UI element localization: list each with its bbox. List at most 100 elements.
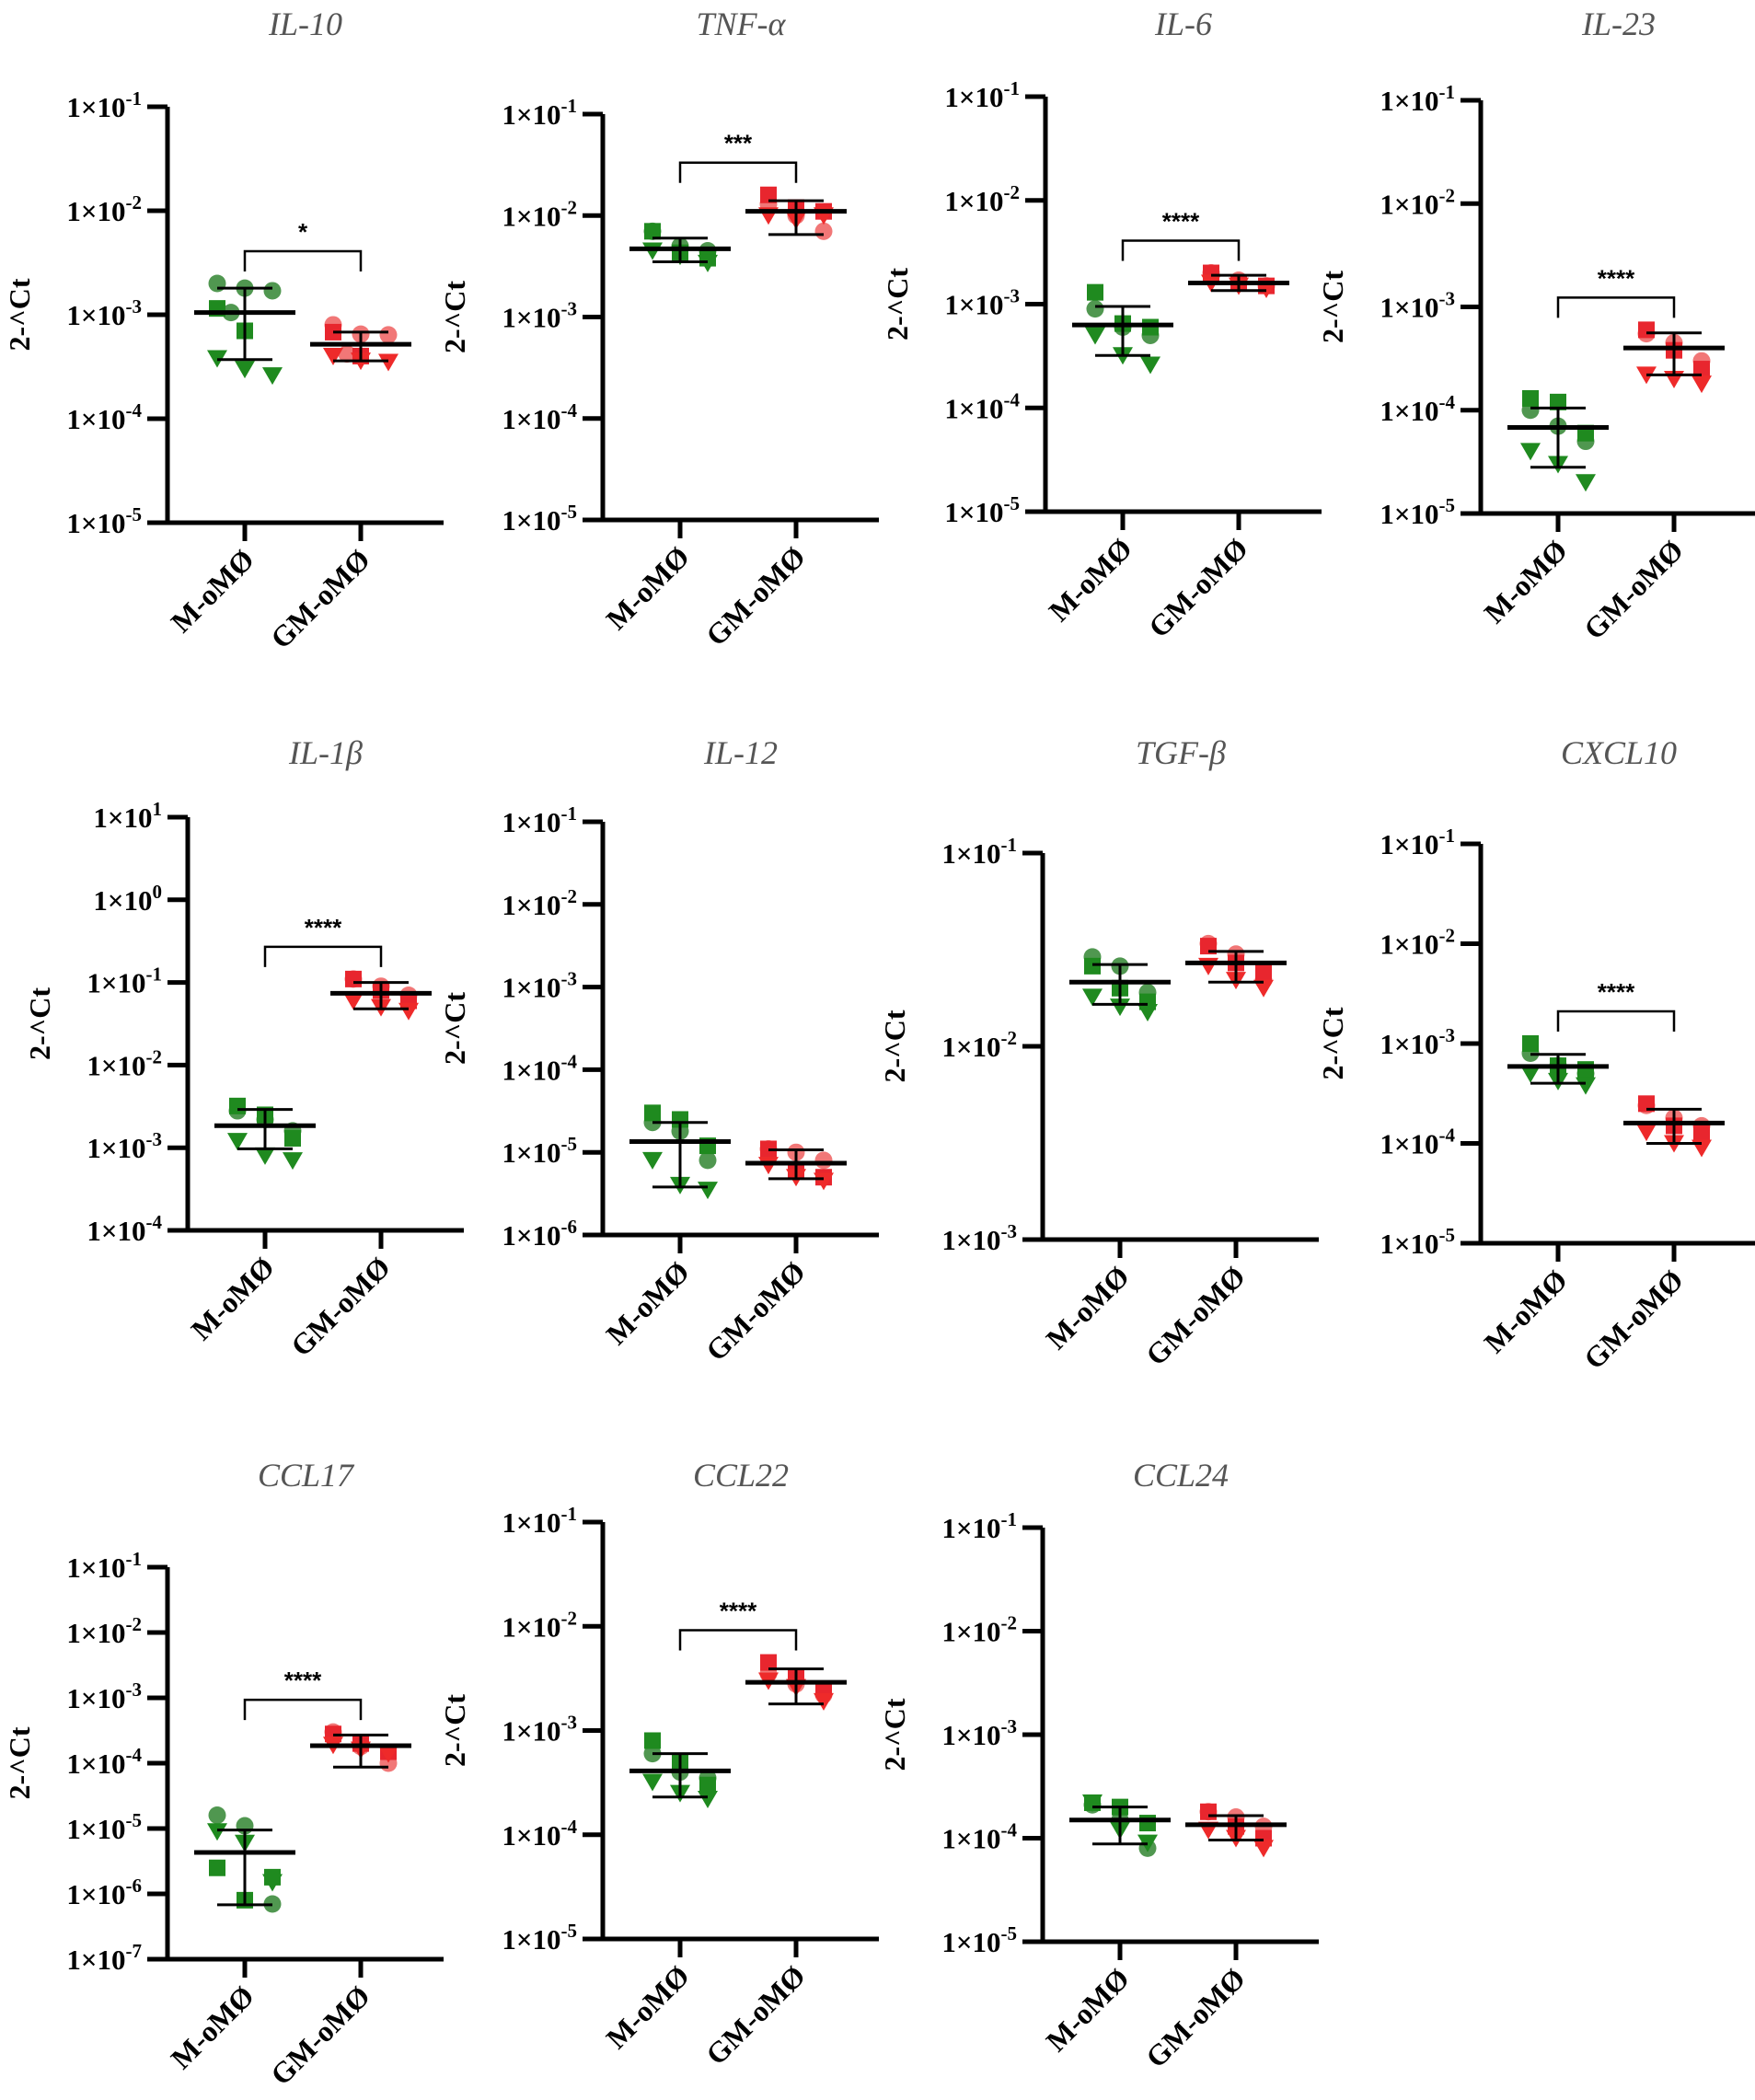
data-point-square — [760, 1654, 777, 1671]
tick-exponent: -3 — [561, 298, 578, 320]
tick-exponent: -5 — [561, 1133, 578, 1155]
tick-base: 1×10 — [944, 289, 1003, 321]
tick-base: 1×10 — [87, 967, 145, 999]
data-point-square — [644, 1732, 661, 1749]
panel-IL-12: IL-121×10-11×10-21×10-31×10-41×10-51×10-… — [438, 734, 879, 1367]
tick-base: 1×10 — [502, 889, 560, 921]
tick-base: 1×10 — [502, 1923, 560, 1956]
x-tick-label: GM-oMØ — [1577, 1263, 1690, 1375]
x-tick-label: GM-oMØ — [264, 1979, 376, 2091]
tick-base: 1×10 — [66, 1878, 125, 1910]
data-point-circle — [379, 326, 398, 344]
tick-base: 1×10 — [66, 507, 125, 539]
tick-exponent: -2 — [126, 1613, 143, 1635]
tick-exponent: -3 — [146, 1128, 163, 1150]
data-point-triangle — [698, 1790, 718, 1808]
tick-base: 1×10 — [944, 81, 1003, 113]
tick-base: 1×10 — [944, 185, 1003, 217]
tick-exponent: -1 — [1439, 825, 1456, 847]
y-axis-label: 2-^Ct — [3, 278, 36, 351]
data-point-triangle — [343, 992, 364, 1010]
tick-base: 1×10 — [941, 1512, 1000, 1544]
data-point-triangle — [1253, 1840, 1274, 1858]
group-GM-oMØ — [1623, 321, 1725, 394]
x-tick-label: M-oMØ — [1477, 533, 1574, 629]
y-tick-label: 1×10-6 — [66, 1875, 142, 1910]
x-tick-label: M-oMØ — [1039, 1259, 1136, 1356]
y-tick-label: 1×10-3 — [941, 1220, 1017, 1256]
tick-exponent: -2 — [146, 1045, 163, 1067]
data-point-circle — [1086, 300, 1104, 318]
tick-base: 1×10 — [66, 1617, 125, 1649]
y-axis-label: 2-^Ct — [881, 268, 914, 340]
data-point-triangle — [642, 1773, 663, 1792]
data-point-square — [1693, 361, 1710, 378]
tick-base: 1×10 — [1380, 498, 1438, 530]
y-tick-label: 1×10-4 — [941, 1819, 1017, 1855]
tick-exponent: -1 — [1001, 834, 1018, 856]
y-tick-label: 1×10-4 — [502, 1050, 577, 1086]
y-tick-label: 1×10-3 — [66, 1679, 142, 1714]
tick-base: 1×10 — [941, 1616, 1000, 1648]
x-tick-label: GM-oMØ — [1577, 533, 1690, 645]
y-tick-label: 1×10-4 — [87, 1211, 162, 1247]
data-point-triangle — [1691, 375, 1712, 394]
panel-CCL24: CCL241×10-11×10-21×10-31×10-41×10-52-^Ct… — [878, 1457, 1319, 2074]
tick-exponent: -5 — [1439, 1224, 1456, 1246]
tick-base: 1×10 — [944, 392, 1003, 424]
tick-base: 1×10 — [502, 1506, 560, 1539]
group-GM-oMØ — [745, 1654, 847, 1711]
data-point-circle — [338, 345, 356, 363]
tick-exponent: -4 — [126, 1744, 143, 1766]
y-tick-label: 1×10-3 — [66, 295, 142, 331]
group-GM-oMØ — [310, 316, 411, 372]
tick-base: 1×10 — [93, 884, 152, 917]
data-point-triangle — [262, 1874, 283, 1892]
data-point-triangle — [814, 1172, 834, 1191]
x-tick-label: M-oMØ — [599, 1254, 696, 1351]
y-tick-label: 1×10-1 — [941, 1508, 1017, 1544]
tick-exponent: -3 — [1439, 288, 1456, 310]
tick-base: 1×10 — [502, 200, 560, 232]
significance-bracket — [243, 249, 363, 271]
tick-base: 1×10 — [502, 403, 560, 435]
tick-base: 1×10 — [941, 1031, 1000, 1063]
tick-exponent: -2 — [126, 191, 143, 213]
x-tick-label: GM-oMØ — [699, 1254, 812, 1367]
tick-base: 1×10 — [1380, 188, 1438, 220]
y-axis-label: 2-^Ct — [438, 1694, 471, 1767]
tick-exponent: -5 — [561, 501, 578, 523]
x-tick-label: M-oMØ — [599, 539, 696, 636]
panel-IL-23: IL-231×10-11×10-21×10-31×10-41×10-52-^Ct… — [1316, 6, 1755, 646]
tick-base: 1×10 — [66, 403, 125, 435]
y-tick-label: 1×10-1 — [87, 963, 162, 999]
tick-exponent: -2 — [1004, 181, 1021, 203]
tick-base: 1×10 — [502, 98, 560, 131]
tick-exponent: -7 — [126, 1940, 143, 1962]
x-tick-label: M-oMØ — [164, 542, 260, 639]
tick-base: 1×10 — [502, 1819, 560, 1852]
y-tick-label: 1×10-5 — [1380, 494, 1455, 530]
y-tick-label: 1×10-2 — [1380, 184, 1455, 220]
data-point-triangle — [1636, 1124, 1657, 1142]
data-point-circle — [814, 222, 833, 240]
group-M-oMØ — [1069, 1794, 1171, 1857]
chart-title: CXCL10 — [1561, 734, 1677, 771]
data-point-square — [1638, 321, 1655, 339]
tick-base: 1×10 — [66, 1944, 125, 1976]
y-tick-label: 1×10-4 — [1380, 391, 1455, 427]
y-tick-label: 1×10-4 — [66, 1744, 142, 1780]
chart-title: TGF-β — [1136, 734, 1226, 771]
tick-base: 1×10 — [93, 802, 152, 834]
data-point-square — [209, 1859, 225, 1876]
y-tick-label: 1×10-5 — [502, 1133, 577, 1169]
data-point-triangle — [283, 1152, 303, 1171]
data-point-square — [1255, 964, 1272, 982]
tick-base: 1×10 — [502, 1219, 560, 1252]
significance-label: *** — [724, 130, 753, 157]
panel-CCL22: CCL221×10-11×10-21×10-31×10-41×10-52-^Ct… — [438, 1457, 879, 2071]
y-axis-label: 2-^Ct — [878, 1010, 911, 1082]
tick-exponent: -4 — [1439, 1125, 1456, 1147]
y-tick-label: 1×10-5 — [66, 1809, 142, 1845]
